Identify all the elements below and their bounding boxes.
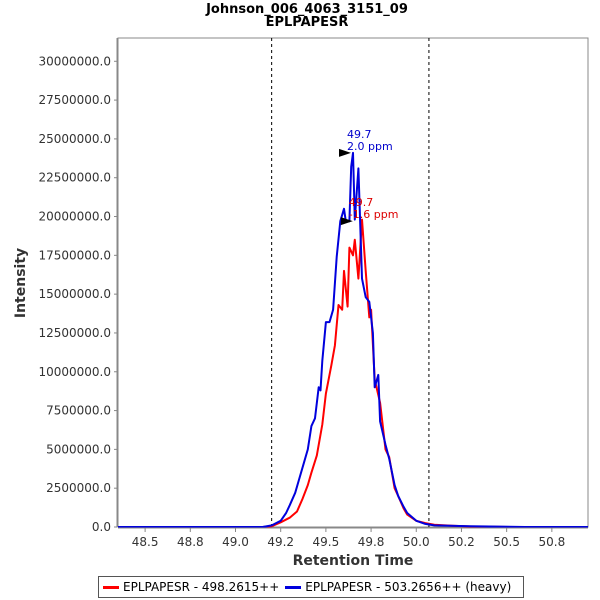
legend-item-heavy: EPLPAPESR - 503.2656++ (heavy): [285, 580, 511, 594]
y-tick-label: 5000000.0: [46, 442, 111, 456]
legend-label-light: EPLPAPESR - 498.2615++: [123, 580, 280, 594]
y-tick-label: 0.0: [92, 520, 111, 534]
y-axis-title: Intensity: [13, 248, 29, 318]
legend-swatch-heavy: [285, 585, 302, 589]
y-tick-label: 20000000.0: [38, 210, 111, 224]
annotation-marker: [340, 217, 353, 226]
chart-subtitle: EPLPAPESR: [266, 15, 349, 30]
y-tick-label: 27500000.0: [38, 93, 111, 107]
y-tick-label: 30000000.0: [38, 54, 111, 68]
x-tick-label: 49.2: [267, 535, 294, 549]
chart-title: Johnson_006_4063_3151_09: [205, 2, 408, 17]
x-tick-label: 50.8: [538, 535, 565, 549]
annotation-marker: [339, 148, 351, 157]
x-tick-label: 50.2: [448, 535, 475, 549]
y-tick-label: 2500000.0: [46, 481, 111, 495]
y-tick-label: 25000000.0: [38, 132, 111, 146]
y-tick-label: 7500000.0: [46, 404, 111, 418]
annotation-ppm: -1.6 ppm: [349, 208, 399, 221]
x-tick-label: 48.5: [132, 535, 159, 549]
x-tick-label: 50.5: [493, 535, 520, 549]
annotation-rt: 49.7: [349, 196, 374, 209]
legend-item-light: EPLPAPESR - 498.2615++: [103, 580, 279, 594]
x-axis: 48.5 48.8 49.0 49.2 49.5 49.8 50.0 50.2 50.5 50.8: [118, 527, 588, 549]
x-tick-label: 49.0: [222, 535, 249, 549]
x-tick-label: 49.5: [313, 535, 340, 549]
plot-area: [117, 37, 589, 528]
series-group: [118, 151, 588, 528]
y-tick-label: 10000000.0: [38, 365, 111, 379]
series-line-1: [118, 151, 588, 528]
x-tick-label: 50.0: [403, 535, 430, 549]
y-tick-label: 15000000.0: [38, 287, 111, 301]
y-axis: 0.0 2500000.0 5000000.0 7500000.0 10000000.0…: [38, 38, 118, 534]
y-tick-label: 12500000.0: [38, 326, 111, 340]
y-tick-label: 22500000.0: [38, 171, 111, 185]
y-tick-label: 17500000.0: [38, 248, 111, 262]
annotation-ppm: 2.0 ppm: [347, 140, 393, 153]
legend: EPLPAPESR - 498.2615++ EPLPAPESR - 503.2…: [98, 576, 525, 598]
legend-swatch-light: [103, 585, 119, 589]
x-tick-label: 49.8: [358, 535, 385, 549]
legend-label-heavy: EPLPAPESR - 503.2656++ (heavy): [305, 580, 512, 594]
x-tick-label: 48.8: [177, 535, 204, 549]
annotation-rt: 49.7: [347, 128, 372, 141]
x-axis-title: Retention Time: [293, 553, 414, 569]
